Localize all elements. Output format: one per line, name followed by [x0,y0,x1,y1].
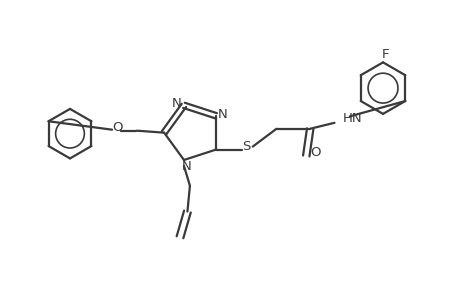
Text: N: N [181,160,191,173]
Text: F: F [381,48,388,61]
Text: S: S [242,140,251,153]
Text: N: N [218,108,227,121]
Text: HN: HN [342,112,362,125]
Text: N: N [172,98,181,110]
Text: O: O [309,146,320,159]
Text: O: O [112,121,123,134]
